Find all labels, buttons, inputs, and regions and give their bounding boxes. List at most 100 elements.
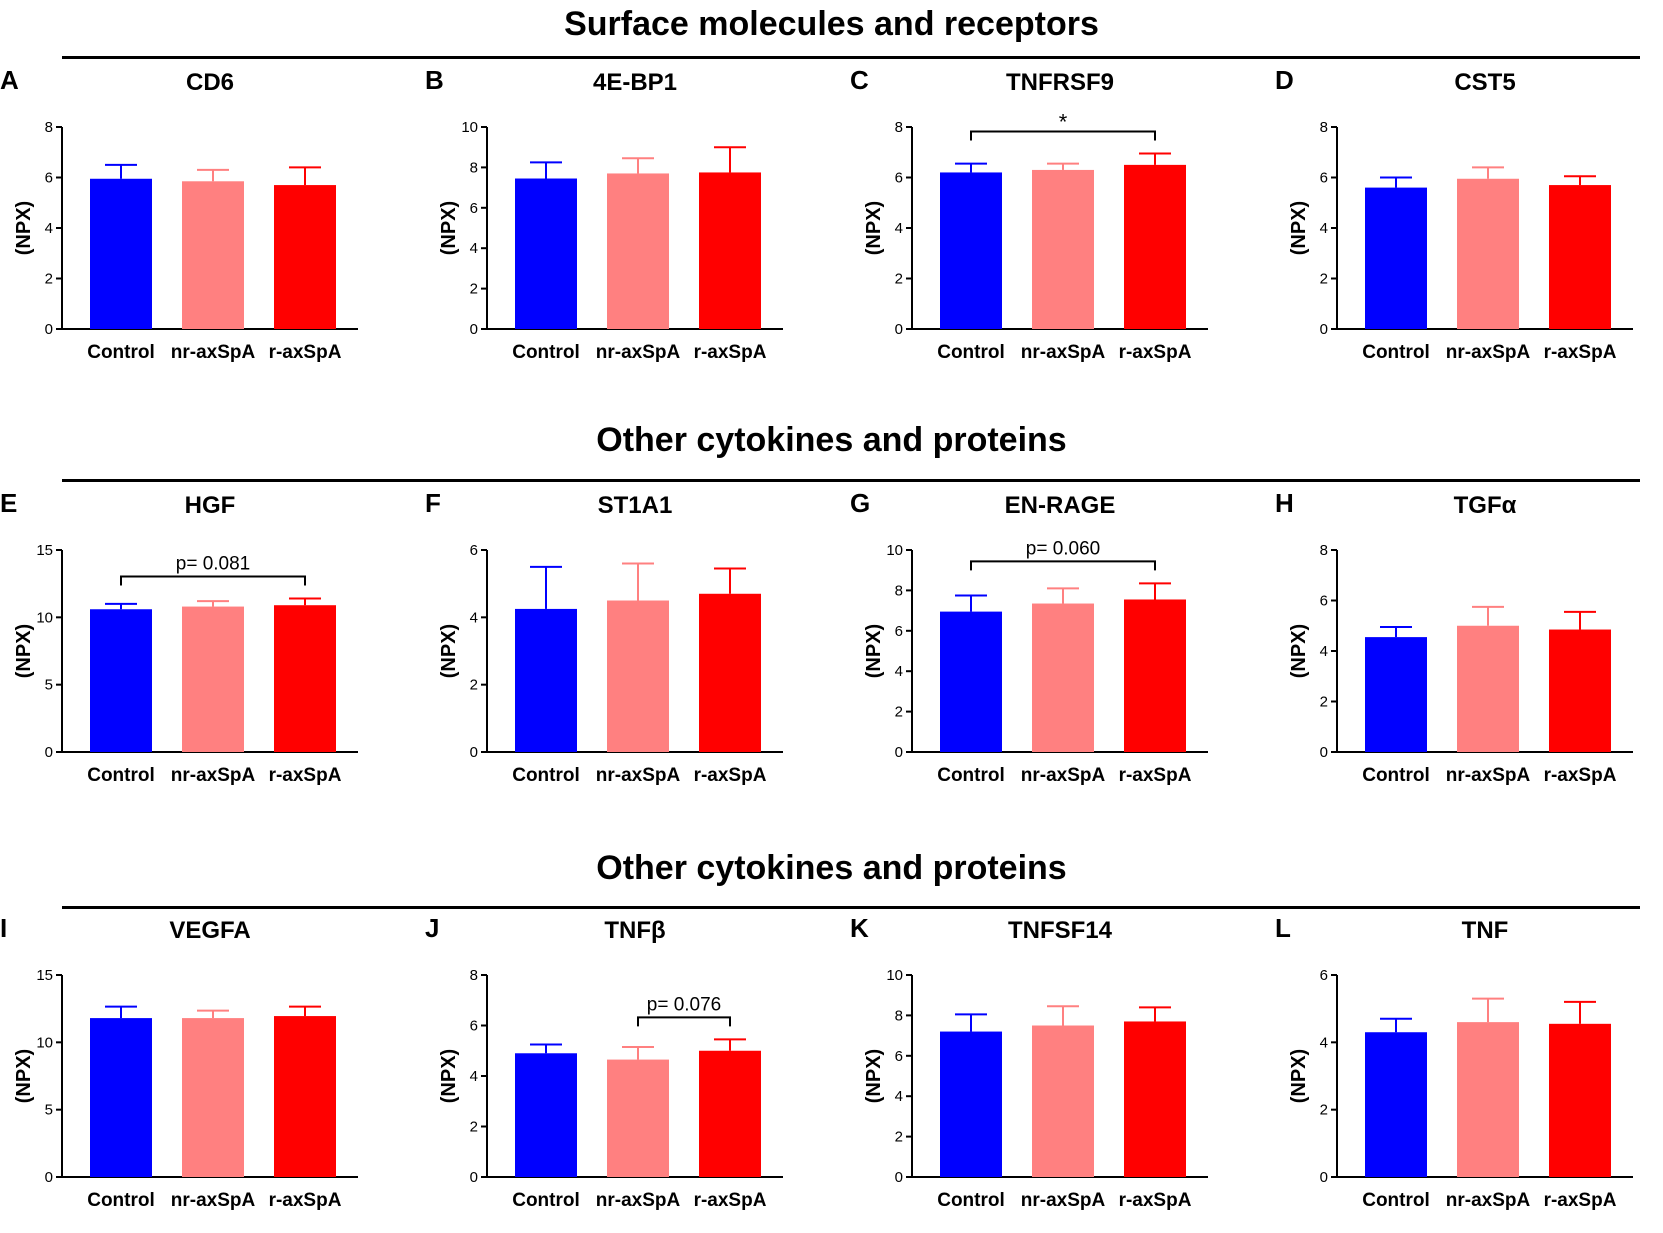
y-tick-label: 0 [470, 321, 478, 338]
y-tick-label: 10 [461, 119, 478, 136]
panel-title: CD6 [186, 69, 234, 96]
x-tick-label: Control [512, 1190, 580, 1211]
bar-r-axspa [699, 1050, 761, 1177]
section-rule [62, 906, 1640, 909]
bar-nr-axspa [182, 1018, 244, 1177]
bar-control [515, 608, 577, 752]
bar-nr-axspa [182, 181, 244, 329]
y-tick-label: 6 [470, 542, 478, 559]
y-tick-label: 8 [45, 119, 53, 136]
panel-title: TNF [1462, 917, 1509, 944]
panel-title: EN-RAGE [1005, 492, 1116, 519]
y-axis-label: (NPX) [863, 201, 885, 255]
y-tick-label: 8 [470, 967, 478, 984]
y-tick-label: 4 [470, 240, 478, 257]
panel-letter: D [1275, 65, 1294, 95]
bar-control [515, 178, 577, 329]
y-tick-label: 4 [895, 220, 903, 237]
x-tick-label: nr-axSpA [1021, 765, 1106, 786]
bar-r-axspa [274, 605, 336, 752]
chart-panel-a: A CD6 (NPX) 0 2 4 6 8 Control nr-axSpA r-axSpA [0, 65, 358, 363]
section-title-cytokines-1: Other cytokines and proteins [596, 421, 1067, 459]
panel-title: TGFα [1454, 492, 1517, 519]
panel-letter: I [0, 913, 7, 943]
bar-nr-axspa [1457, 1022, 1519, 1177]
y-tick-label: 8 [1320, 542, 1328, 559]
chart-panel-e: E HGF (NPX) 0 5 10 15 Control nr-axSpA r-axSpA p= … [0, 488, 358, 786]
y-tick-label: 6 [470, 1018, 478, 1035]
bar-r-axspa [699, 593, 761, 752]
chart-panel-l: L TNF (NPX) 0 2 4 6 Control nr-axSpA r-axSpA [1275, 913, 1633, 1211]
bar-control [90, 1018, 152, 1177]
x-tick-label: r-axSpA [1544, 765, 1617, 786]
x-tick-label: nr-axSpA [171, 1190, 256, 1211]
bar-r-axspa [1124, 164, 1186, 329]
y-tick-label: 6 [45, 170, 53, 187]
panel-letter: A [0, 65, 19, 95]
x-tick-label: Control [1362, 342, 1430, 363]
x-tick-label: Control [1362, 765, 1430, 786]
significance-label: * [1059, 110, 1068, 135]
y-axis-label: (NPX) [1288, 624, 1310, 678]
x-tick-label: r-axSpA [694, 342, 767, 363]
significance-bracket [120, 575, 306, 586]
y-tick-label: 0 [45, 321, 53, 338]
bar-r-axspa [274, 185, 336, 329]
y-tick-label: 2 [895, 704, 903, 721]
bar-nr-axspa [607, 173, 669, 329]
x-tick-label: Control [87, 1190, 155, 1211]
y-tick-label: 0 [895, 1169, 903, 1186]
y-axis-label: (NPX) [13, 624, 35, 678]
panel-letter: J [425, 913, 439, 943]
y-tick-label: 4 [45, 220, 53, 237]
x-tick-label: nr-axSpA [596, 1190, 681, 1211]
x-tick-label: r-axSpA [269, 765, 342, 786]
y-axis-label: (NPX) [438, 201, 460, 255]
bar-control [515, 1053, 577, 1177]
bar-r-axspa [1124, 1021, 1186, 1177]
y-tick-label: 6 [895, 1048, 903, 1065]
panel-title: ST1A1 [598, 492, 673, 519]
bar-r-axspa [699, 172, 761, 329]
panel-title: 4E-BP1 [593, 69, 677, 96]
bar-control [1365, 187, 1427, 329]
x-tick-label: Control [512, 342, 580, 363]
y-tick-label: 15 [36, 967, 53, 984]
y-tick-label: 2 [1320, 694, 1328, 711]
x-tick-label: nr-axSpA [596, 342, 681, 363]
y-tick-label: 2 [1320, 1102, 1328, 1119]
y-tick-label: 2 [45, 271, 53, 288]
x-tick-label: nr-axSpA [1021, 342, 1106, 363]
x-tick-label: Control [1362, 1190, 1430, 1211]
x-tick-label: Control [937, 1190, 1005, 1211]
bar-nr-axspa [1032, 603, 1094, 752]
y-tick-label: 0 [1320, 744, 1328, 761]
y-tick-label: 5 [45, 1102, 53, 1119]
y-tick-label: 2 [1320, 271, 1328, 288]
y-tick-label: 0 [470, 1169, 478, 1186]
panel-letter: H [1275, 488, 1294, 518]
y-tick-label: 8 [895, 119, 903, 136]
y-tick-label: 0 [1320, 1169, 1328, 1186]
chart-panel-i: I VEGFA (NPX) 0 5 10 15 Control nr-axSpA r-axSpA [0, 913, 358, 1211]
y-tick-label: 4 [1320, 220, 1328, 237]
y-axis-label: (NPX) [1288, 1049, 1310, 1103]
bar-control [1365, 637, 1427, 752]
chart-panel-j: J TNFβ (NPX) 0 2 4 6 8 Control nr-axSpA r-axSpA p= … [425, 913, 783, 1211]
y-tick-label: 4 [1320, 1034, 1328, 1051]
y-axis-label: (NPX) [438, 624, 460, 678]
panel-letter: B [425, 65, 444, 95]
x-tick-label: r-axSpA [1119, 1190, 1192, 1211]
significance-label: p= 0.060 [1026, 538, 1101, 559]
x-tick-label: nr-axSpA [1446, 1190, 1531, 1211]
x-tick-label: r-axSpA [1119, 342, 1192, 363]
chart-panel-f: F ST1A1 (NPX) 0 2 4 6 Control nr-axSpA r-axSpA [425, 488, 783, 786]
y-tick-label: 6 [895, 623, 903, 640]
bar-r-axspa [1549, 629, 1611, 752]
x-tick-label: Control [937, 765, 1005, 786]
x-tick-label: Control [87, 765, 155, 786]
x-tick-label: r-axSpA [1119, 765, 1192, 786]
y-tick-label: 2 [470, 677, 478, 694]
panel-title: CST5 [1454, 69, 1515, 96]
y-tick-label: 8 [895, 582, 903, 599]
